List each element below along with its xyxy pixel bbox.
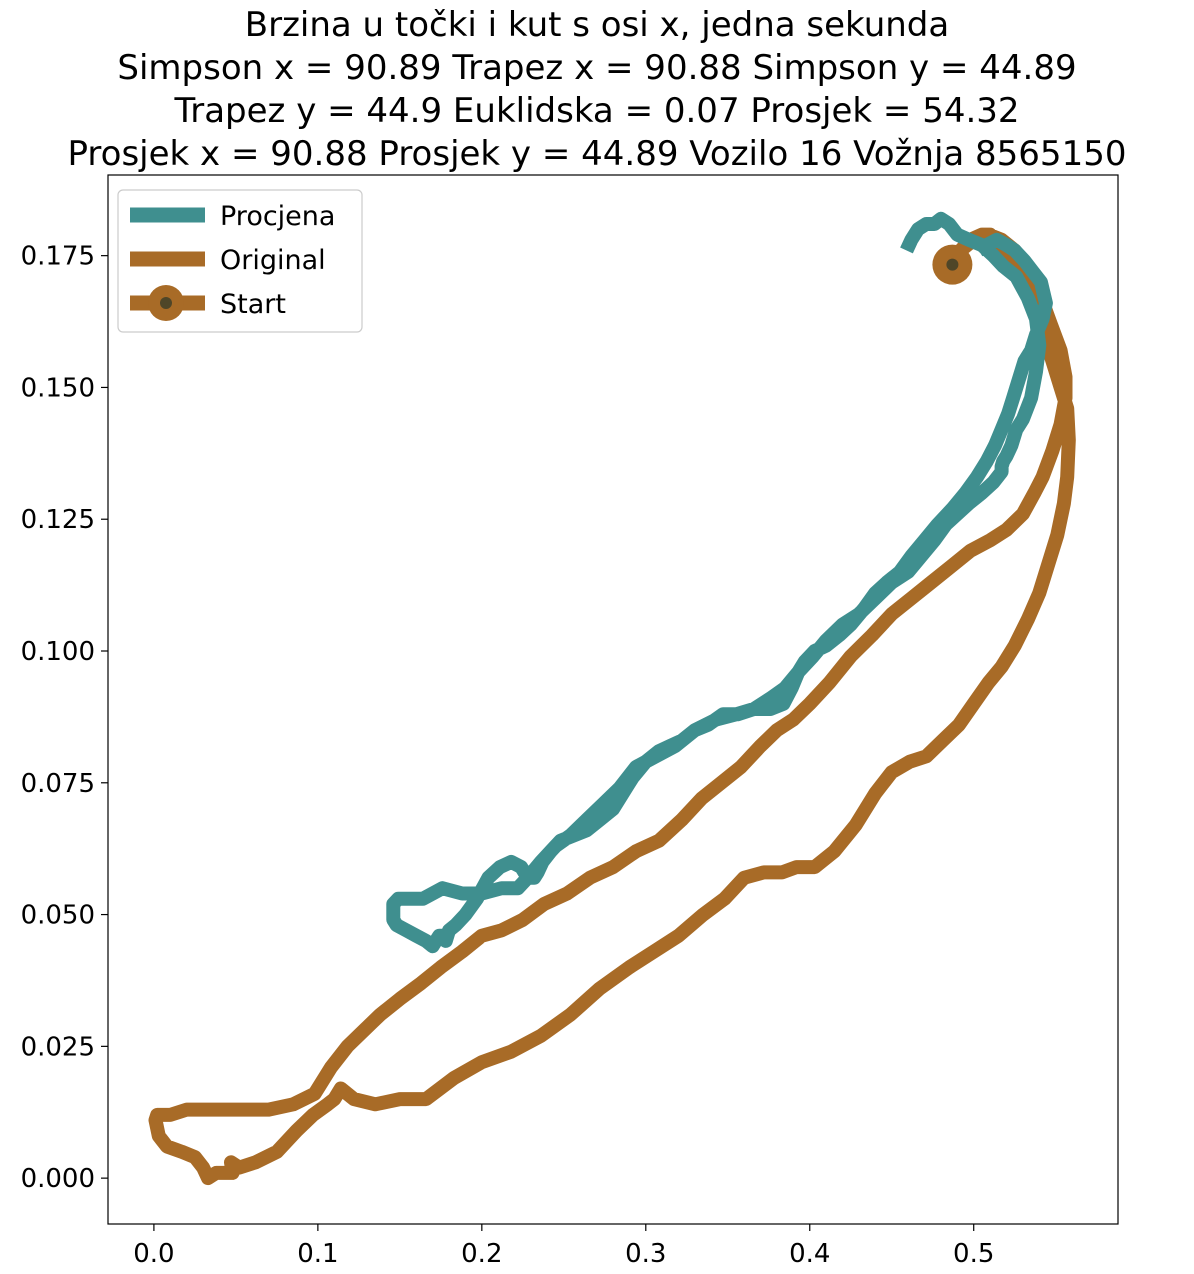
x-tick-label: 0.5 xyxy=(953,1239,994,1269)
series-line-procjena xyxy=(386,211,1053,954)
start-marker-center xyxy=(946,258,959,271)
legend: Procjena Original Start xyxy=(117,189,363,333)
y-tick-label: 0.100 xyxy=(21,637,95,667)
x-tick-label: 0.0 xyxy=(133,1239,174,1269)
title-line-4: Prosjek x = 90.88 Prosjek y = 44.89 Vozi… xyxy=(67,134,1127,174)
title-line-1: Brzina u točki i kut s osi x, jedna seku… xyxy=(244,5,950,45)
legend-label-start: Start xyxy=(220,289,286,320)
y-tick-label: 0.175 xyxy=(21,242,95,272)
y-tick-label: 0.150 xyxy=(21,373,95,403)
x-tick-label: 0.1 xyxy=(297,1239,338,1269)
y-tick-label: 0.025 xyxy=(21,1032,95,1062)
x-tick-label: 0.3 xyxy=(625,1239,666,1269)
x-tick-label: 0.2 xyxy=(461,1239,502,1269)
legend-label-procjena: Procjena xyxy=(220,201,335,232)
y-tick-label: 0.050 xyxy=(21,901,95,931)
title-line-2: Simpson x = 90.89 Trapez x = 90.88 Simps… xyxy=(117,48,1077,88)
chart-title: Brzina u točki i kut s osi x, jedna seku… xyxy=(0,4,1194,176)
y-tick-label: 0.000 xyxy=(21,1164,95,1194)
plot-frame xyxy=(107,174,1119,1225)
series-line-original xyxy=(148,227,1076,1186)
title-line-3: Trapez y = 44.9 Euklidska = 0.07 Prosjek… xyxy=(174,91,1020,131)
y-tick-label: 0.075 xyxy=(21,769,95,799)
series-layer xyxy=(148,211,1076,1186)
legend-start-marker-center xyxy=(160,297,172,309)
legend-label-original: Original xyxy=(220,245,326,276)
x-tick-label: 0.4 xyxy=(789,1239,830,1269)
y-tick-label: 0.125 xyxy=(21,505,95,535)
axis-layer: 0.0 0.1 0.2 0.3 0.4 0.5 0.000 0.025 0.050 0.075 0.… xyxy=(21,242,995,1269)
